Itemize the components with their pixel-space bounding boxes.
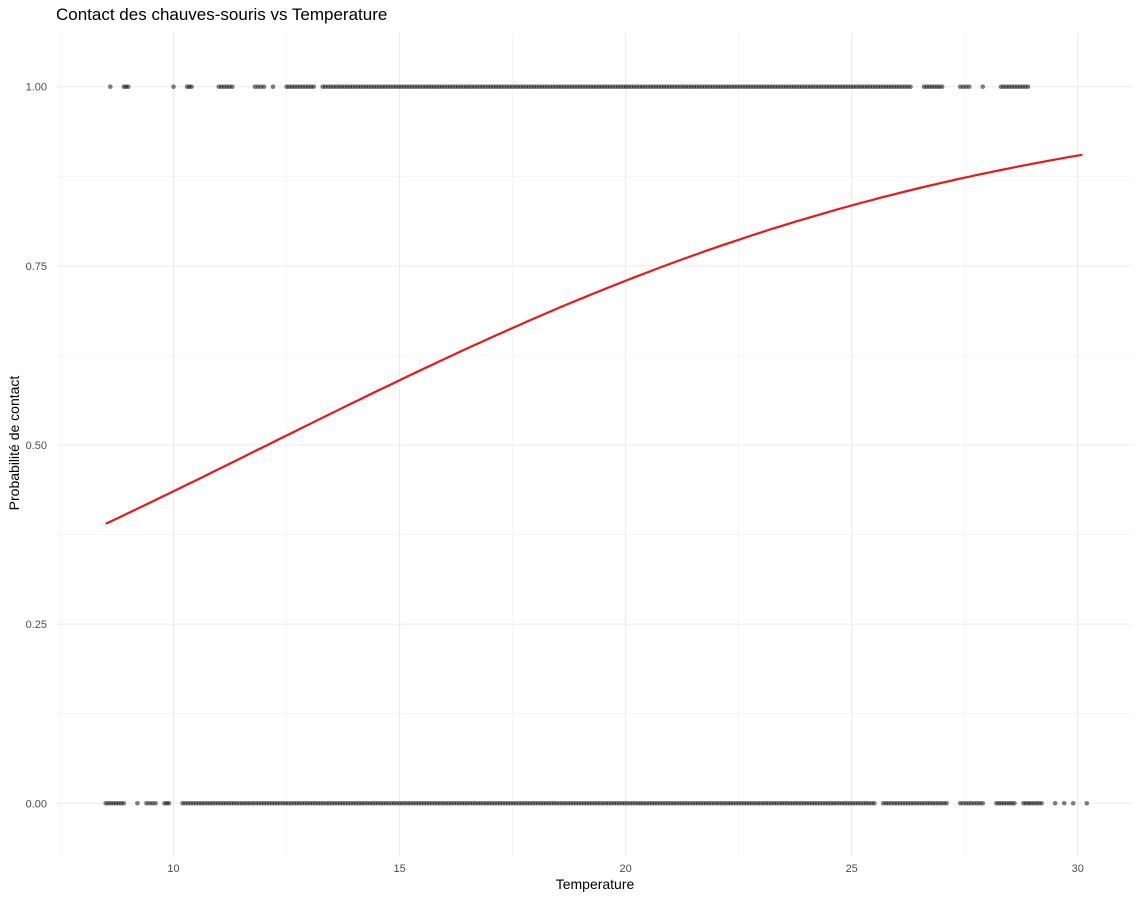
y-axis-ticks: 0.00 0.25 0.50 0.75 1.00 [26, 82, 47, 811]
x-tick-label: 30 [1072, 863, 1084, 875]
data-point [1061, 801, 1067, 806]
fit-line [105, 153, 1083, 525]
data-point [939, 84, 945, 89]
fit-curve [105, 153, 1083, 525]
data-point [135, 801, 140, 806]
data-point [121, 801, 127, 806]
data-point [944, 801, 949, 806]
x-axis-ticks: 10 15 20 25 30 [167, 863, 1083, 875]
data-point [1052, 801, 1058, 806]
data-point [108, 84, 113, 89]
data-point [189, 84, 194, 89]
chart-title: Contact des chauves-souris vs Temperatur… [56, 5, 388, 24]
y-tick-label: 1.00 [26, 82, 47, 94]
data-point [311, 84, 317, 89]
data-point [126, 84, 131, 89]
data-point [230, 84, 235, 89]
data-point [980, 801, 986, 806]
x-tick-label: 15 [393, 863, 405, 875]
data-point [1070, 801, 1076, 806]
x-axis-label: Temperature [555, 876, 635, 892]
data-point [153, 801, 158, 806]
y-tick-label: 0.25 [26, 619, 47, 631]
data-points [103, 84, 1090, 806]
data-point [966, 84, 972, 89]
data-point [1025, 84, 1031, 89]
data-point [171, 84, 176, 89]
data-point [1039, 801, 1044, 806]
data-point [1084, 801, 1090, 806]
data-point [261, 84, 267, 89]
x-tick-label: 10 [167, 863, 179, 875]
x-tick-label: 20 [620, 863, 632, 875]
y-tick-label: 0.50 [26, 440, 47, 452]
y-axis-label: Probabilité de contact [6, 375, 22, 511]
data-point [1012, 801, 1017, 806]
y-tick-label: 0.75 [26, 261, 47, 273]
y-tick-label: 0.00 [26, 798, 47, 810]
data-point [908, 84, 913, 89]
grid [56, 33, 1132, 857]
x-tick-label: 25 [846, 863, 858, 875]
data-point [872, 801, 877, 806]
data-point [980, 84, 986, 89]
data-point [270, 84, 276, 89]
data-point [166, 801, 172, 806]
